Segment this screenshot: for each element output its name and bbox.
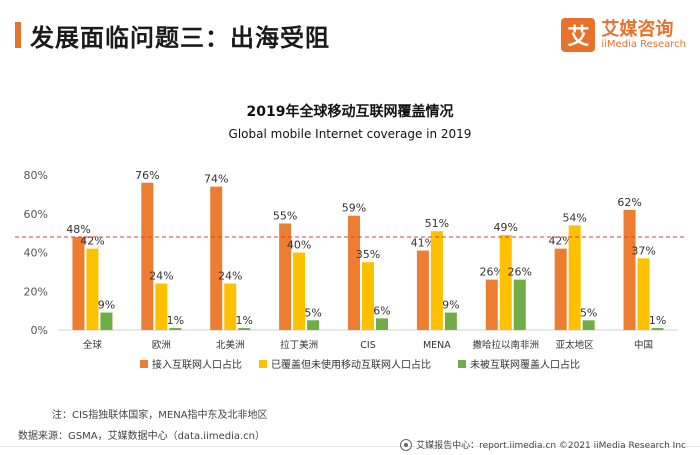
footer-text: 艾媒报告中心：report.iimedia.cn ©2021 iiMedia R… (416, 441, 686, 451)
data-label: 49% (494, 221, 518, 234)
data-label: 62% (617, 196, 641, 209)
bar-3 (238, 328, 251, 330)
data-label: 24% (149, 270, 173, 283)
data-label: 26% (508, 266, 532, 279)
bar-3 (651, 328, 664, 330)
legend-swatch (259, 360, 267, 368)
y-tick-label: 40% (24, 247, 48, 260)
x-tick-label: CIS (360, 340, 375, 351)
data-label: 55% (273, 209, 297, 222)
data-label: 1% (649, 314, 666, 327)
chart-title: 2019年全球移动互联网覆盖情况 (246, 104, 454, 120)
bar-1 (485, 279, 498, 330)
x-tick-label: 撒哈拉以南非洲 (473, 339, 540, 351)
data-label: 54% (562, 211, 586, 224)
data-label: 51% (425, 217, 449, 230)
data-label: 24% (218, 270, 242, 283)
data-label: 48% (66, 223, 90, 236)
legend-label: 接入互联网人口占比 (152, 358, 242, 371)
bar-1 (416, 250, 429, 330)
x-tick-label: 拉丁美洲 (280, 339, 318, 351)
bar-1 (623, 209, 636, 330)
data-label: 41% (411, 237, 435, 250)
bar-2 (293, 252, 306, 330)
bar-1 (279, 223, 292, 330)
y-tick-label: 80% (24, 169, 48, 182)
bar-3 (169, 328, 182, 330)
bar-1 (210, 186, 223, 330)
chart-subtitle: Global mobile Internet coverage in 2019 (228, 127, 472, 141)
data-label: 1% (167, 314, 184, 327)
data-label: 26% (480, 266, 504, 279)
data-label: 5% (304, 306, 321, 319)
x-tick-label: 全球 (83, 339, 103, 351)
data-label: 42% (80, 235, 104, 248)
legend-label: 已覆盖但未使用移动互联网人口占比 (271, 358, 431, 371)
logo-english-name: iiMedia Research (601, 39, 686, 51)
bar-2 (568, 225, 581, 330)
bar-1 (554, 248, 567, 330)
x-tick-label: 亚太地区 (556, 339, 595, 351)
bar-2 (362, 262, 374, 330)
logo-name: 艾媒咨询 (601, 18, 674, 40)
footer-divider (0, 446, 700, 447)
legend-label: 未被互联网覆盖人口占比 (470, 358, 580, 371)
brand-logo: 艾 艾媒咨询 iiMedia Research (561, 18, 686, 52)
data-label: 74% (204, 173, 228, 186)
y-tick-label: 60% (24, 208, 48, 221)
y-tick-label: 0% (31, 324, 48, 337)
bar-3 (444, 312, 457, 330)
bar-1 (141, 182, 154, 330)
bar-2 (224, 283, 237, 330)
data-label: 40% (287, 239, 311, 252)
x-tick-label: 北美洲 (216, 339, 245, 351)
logo-mark: 艾 (561, 18, 596, 52)
x-tick-label: 中国 (634, 339, 653, 351)
data-source: 数据来源：GSMA，艾媒数据中心（data.iimedia.cn） (18, 431, 265, 442)
data-label: 76% (135, 169, 159, 182)
data-label: 37% (631, 244, 655, 257)
legend-swatch (458, 360, 466, 368)
data-label: 6% (373, 304, 390, 317)
bar-2 (637, 258, 650, 330)
data-label: 42% (548, 235, 572, 248)
bar-2 (499, 235, 512, 330)
bar-1 (348, 215, 360, 330)
y-tick-label: 20% (24, 285, 48, 298)
legend-swatch (140, 360, 148, 368)
title-accent-bar (15, 22, 21, 48)
report-center-icon (400, 438, 413, 451)
x-tick-label: 欧洲 (152, 339, 171, 351)
footer: 艾媒报告中心：report.iimedia.cn ©2021 iiMedia R… (400, 438, 686, 451)
bar-3 (513, 279, 526, 330)
bar-chart: 0%20%40%60%80%48%42%9%全球76%24%1%欧洲74%24%… (15, 169, 685, 371)
data-label: 5% (580, 306, 597, 319)
data-label: 9% (98, 299, 115, 312)
x-tick-label: MENA (423, 340, 451, 351)
bar-3 (307, 320, 320, 330)
bar-3 (100, 312, 113, 330)
page-title: 发展面临问题三：出海受阻 (30, 24, 330, 52)
data-label: 1% (235, 314, 252, 327)
data-label: 9% (442, 299, 459, 312)
bar-2 (86, 248, 99, 330)
chart-note: 注：CIS指独联体国家，MENA指中东及北非地区 (52, 410, 268, 421)
bar-1 (72, 237, 85, 330)
data-label: 35% (356, 248, 380, 261)
data-label: 59% (342, 202, 366, 215)
bar-2 (155, 283, 168, 330)
bar-3 (376, 318, 388, 330)
bar-2 (430, 231, 443, 330)
bar-3 (582, 320, 595, 330)
